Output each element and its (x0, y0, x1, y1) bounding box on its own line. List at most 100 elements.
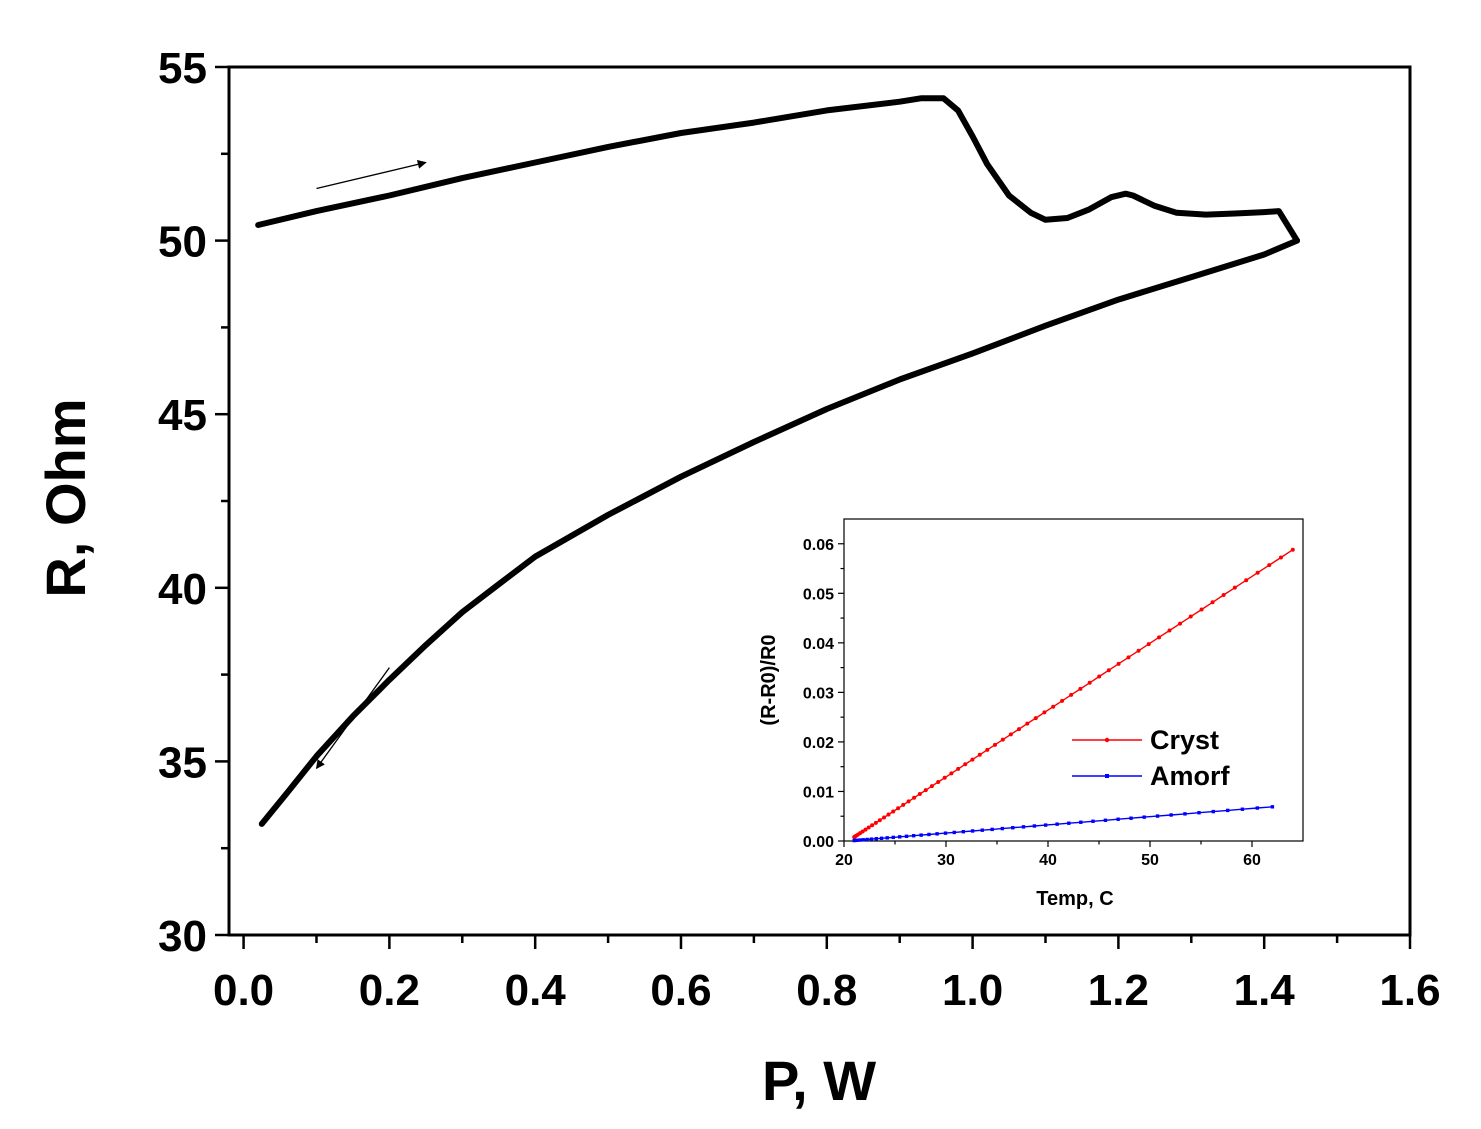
inset-point-cryst (873, 820, 878, 825)
inset-point-amorf (1021, 825, 1026, 829)
inset-point-cryst (860, 829, 865, 834)
inset-point-cryst (970, 757, 975, 762)
direction-arrow-heating (316, 159, 427, 190)
inset-point-amorf (865, 837, 869, 842)
inset-point-amorf (1000, 826, 1005, 831)
inset-point-amorf (879, 836, 884, 841)
inset-point-amorf (980, 828, 984, 832)
inset-point-cryst (870, 823, 875, 828)
inset-point-amorf (1129, 816, 1133, 820)
inset-point-cryst (1290, 547, 1295, 552)
inset-point-amorf (1032, 824, 1037, 828)
inset-point-cryst (1278, 555, 1283, 560)
main-x-tick-label: 1.4 (1234, 966, 1296, 1015)
inset-x-tick-label: 50 (1141, 852, 1159, 869)
inset-point-amorf (1270, 805, 1275, 809)
inset-point-cryst (891, 809, 896, 814)
inset-point-cryst (1087, 680, 1092, 685)
inset-point-cryst (912, 795, 917, 800)
inset-point-amorf (919, 833, 923, 837)
main-arrows (315, 159, 427, 770)
inset-point-amorf (1211, 809, 1215, 814)
main-y-axis-title: R, Ohm (34, 398, 97, 597)
inset-point-cryst (1221, 593, 1226, 598)
inset-point-amorf (904, 834, 909, 838)
inset-point-cryst (886, 812, 891, 817)
inset-point-cryst (1116, 661, 1121, 666)
inset-point-cryst (1008, 732, 1013, 737)
inset-point-amorf (1067, 821, 1071, 825)
inset-point-amorf (1169, 813, 1173, 817)
inset-point-amorf (961, 830, 966, 834)
inset-point-cryst (963, 762, 968, 767)
inset-point-amorf (1142, 815, 1146, 819)
inset-point-cryst (1157, 635, 1162, 640)
inset-point-cryst (992, 742, 997, 747)
inset-point-cryst (1199, 607, 1204, 612)
main-x-axis-title: P, W (762, 1049, 876, 1112)
inset-point-amorf (1240, 807, 1245, 811)
inset-point-cryst (863, 827, 868, 832)
main-y-tick-label: 40 (158, 565, 207, 614)
inset-point-cryst (1069, 692, 1074, 697)
inset-point-cryst (1188, 614, 1193, 619)
inset-point-cryst (977, 752, 982, 757)
inset-point-cryst (985, 747, 990, 752)
inset-point-cryst (956, 766, 961, 771)
inset-plot-frame (843, 518, 1304, 842)
inset-point-amorf (1183, 812, 1187, 816)
inset-point-amorf (911, 834, 916, 838)
inset-y-tick-label: 0.01 (803, 784, 834, 801)
main-y-tick-label: 45 (158, 391, 207, 440)
main-plot: 0.0 0.2 0.4 0.6 0.8 1.0 1.2 1.4 1.6 30 35 40 45 50 55… (34, 44, 1441, 1112)
inset-point-cryst (1060, 698, 1065, 703)
inset-point-cryst (866, 825, 871, 830)
inset-point-cryst (1146, 642, 1151, 647)
inset-point-amorf (885, 836, 889, 840)
inset-point-amorf (869, 837, 874, 841)
inset-point-amorf (1155, 814, 1160, 818)
main-x-tick-label: 1.2 (1088, 966, 1149, 1015)
inset-point-amorf (1011, 826, 1015, 830)
inset-x-tick-label: 40 (1039, 852, 1057, 869)
main-y-tick-label: 50 (158, 218, 207, 267)
legend-marker-amorf (1105, 774, 1109, 778)
inset-point-amorf (952, 830, 956, 835)
inset-point-amorf (874, 837, 878, 841)
inset-point-cryst (942, 775, 947, 780)
inset-point-amorf (1116, 817, 1120, 821)
inset-point-cryst (1267, 563, 1272, 568)
main-x-tick-label: 0.4 (505, 966, 567, 1015)
inset-legend: Cryst Amorf (1072, 725, 1231, 791)
inset-point-cryst (896, 806, 901, 811)
inset-point-amorf (898, 835, 902, 839)
inset-point-cryst (1000, 737, 1005, 742)
inset-point-cryst (1078, 686, 1083, 691)
inset-point-amorf (1079, 820, 1083, 824)
legend-label-cryst: Cryst (1150, 725, 1219, 755)
main-x-tick-label: 0.0 (213, 966, 274, 1015)
inset-point-cryst (917, 792, 922, 797)
inset-y-tick-label: 0.03 (803, 685, 834, 702)
legend-label-amorf: Amorf (1150, 761, 1231, 791)
inset-point-cryst (929, 784, 934, 789)
inset-y-tick-label: 0.06 (803, 537, 834, 554)
inset-point-cryst (1178, 621, 1183, 626)
main-y-ticks: 30 35 40 45 50 55 (158, 44, 229, 961)
main-y-tick-label: 35 (158, 738, 207, 787)
inset-point-cryst (949, 771, 954, 776)
legend-entry-amorf: Amorf (1072, 761, 1231, 791)
main-x-ticks: 0.0 0.2 0.4 0.6 0.8 1.0 1.2 1.4 1.6 (213, 935, 1441, 1015)
main-x-tick-label: 0.2 (359, 966, 420, 1015)
inset-point-cryst (1126, 655, 1131, 660)
inset-point-amorf (990, 827, 994, 832)
main-x-tick-label: 1.6 (1379, 966, 1440, 1015)
direction-arrow-cooling (315, 667, 390, 770)
main-x-tick-label: 1.0 (942, 966, 1003, 1015)
inset-x-tick-label: 30 (937, 852, 955, 869)
inset-point-cryst (1244, 578, 1249, 583)
inset-x-tick-label: 20 (835, 852, 853, 869)
inset-point-cryst (1232, 585, 1237, 590)
inset-point-cryst (1042, 710, 1047, 715)
